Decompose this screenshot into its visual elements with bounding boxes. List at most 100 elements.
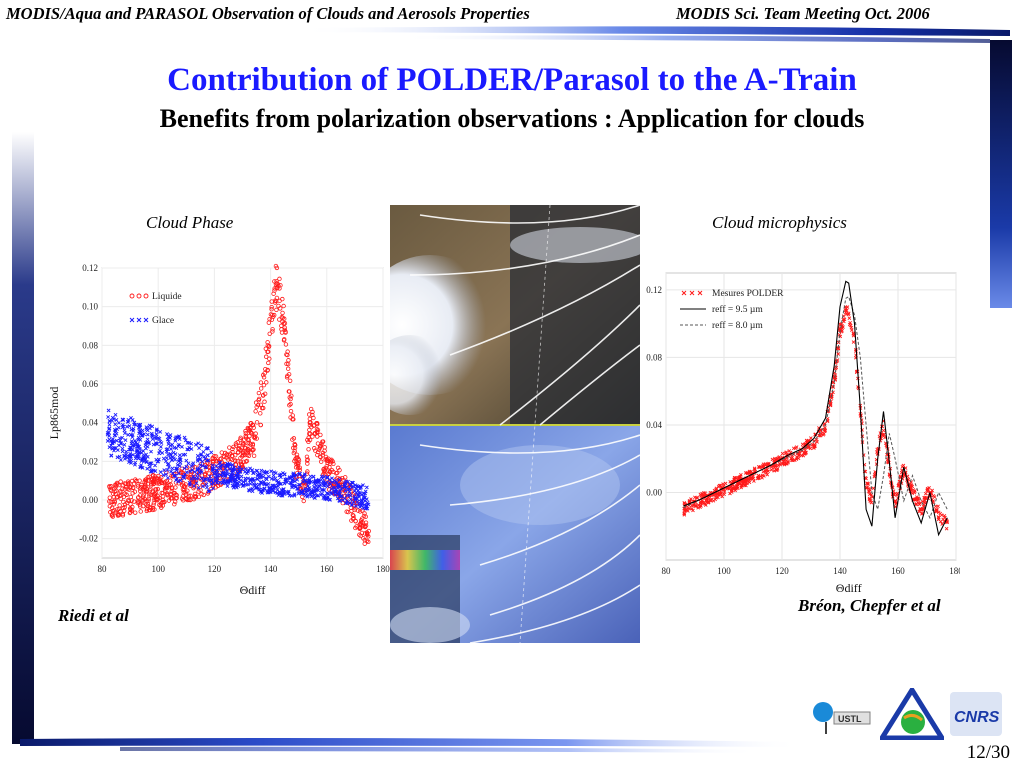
glace-point xyxy=(193,442,198,447)
liquide-point xyxy=(256,390,262,396)
legend-marker xyxy=(136,317,142,323)
liquide-point xyxy=(290,437,295,442)
y-tick-label: 0.04 xyxy=(82,418,98,428)
glace-point xyxy=(145,437,150,442)
glace-point xyxy=(291,471,296,476)
glace-point xyxy=(332,485,337,490)
glace-point xyxy=(344,485,349,490)
y-tick-label: 0.08 xyxy=(646,352,662,362)
liquide-point xyxy=(181,490,186,495)
mesures-point xyxy=(772,469,777,473)
glace-point xyxy=(264,470,269,475)
glace-point xyxy=(140,428,145,433)
mesures-point xyxy=(718,483,723,488)
glace-point xyxy=(149,449,153,454)
liquide-point xyxy=(168,482,173,487)
liquide-point xyxy=(279,330,285,335)
glace-point xyxy=(111,437,115,442)
liquide-point xyxy=(267,331,272,336)
glace-point xyxy=(116,420,121,425)
glace-point xyxy=(312,484,316,489)
glace-point xyxy=(362,502,367,507)
glace-point xyxy=(196,441,201,446)
mesures-point xyxy=(805,441,810,446)
glace-point xyxy=(172,473,176,478)
mesures-point xyxy=(713,497,717,502)
liquide-point xyxy=(290,445,296,451)
glace-point xyxy=(127,447,132,452)
glace-point xyxy=(250,486,255,491)
glace-point xyxy=(136,422,141,427)
liquide-point xyxy=(120,483,126,488)
liquide-point xyxy=(153,487,159,492)
glace-point xyxy=(343,488,348,493)
liquide-point xyxy=(135,498,141,504)
glace-point xyxy=(283,477,288,482)
mesures-point xyxy=(765,472,770,477)
glace-point xyxy=(120,417,125,422)
liquide-point xyxy=(107,499,112,504)
glace-point xyxy=(199,443,204,448)
glace-point xyxy=(202,454,207,459)
glace-point xyxy=(206,489,211,494)
liquide-point xyxy=(357,509,363,514)
glace-point xyxy=(184,470,189,475)
glace-point xyxy=(131,426,136,431)
mesures-point xyxy=(922,495,927,500)
liquide-point xyxy=(210,456,215,461)
liquide-point xyxy=(306,447,311,452)
liquide-point xyxy=(344,509,349,514)
legend-marker xyxy=(136,293,142,299)
glace-point xyxy=(250,468,255,472)
glace-point xyxy=(149,461,154,466)
glace-point xyxy=(305,494,310,499)
glace-point xyxy=(221,478,226,483)
glace-point xyxy=(154,441,159,446)
glace-point xyxy=(225,484,230,489)
y-tick-label: 0.02 xyxy=(82,456,98,466)
liquide-point xyxy=(152,497,157,502)
glace-point xyxy=(122,456,127,461)
glace-point xyxy=(158,470,163,475)
liquide-point xyxy=(144,502,149,507)
liquide-point xyxy=(168,491,174,497)
glace-point xyxy=(316,493,320,498)
legend-label: Liquide xyxy=(152,292,182,302)
mesures-point xyxy=(822,429,827,434)
mesures-point xyxy=(769,467,774,472)
glace-point xyxy=(287,493,292,498)
liquide-point xyxy=(248,442,253,447)
glace-point xyxy=(176,471,181,476)
glace-point xyxy=(255,468,260,473)
mesures-point xyxy=(844,306,848,311)
glace-point xyxy=(364,485,369,490)
mesures-point xyxy=(847,316,852,321)
glace-point xyxy=(279,492,284,497)
liquide-point xyxy=(191,496,197,502)
glace-point xyxy=(124,449,129,454)
glace-point xyxy=(213,475,218,480)
liquide-point xyxy=(318,459,324,464)
mesures-point xyxy=(917,509,921,514)
liquide-point xyxy=(125,481,131,486)
liquide-point xyxy=(130,485,136,490)
liquide-point xyxy=(112,489,117,494)
x-tick-label: 140 xyxy=(264,564,278,574)
liquide-point xyxy=(318,432,323,438)
liquide-point xyxy=(241,441,246,447)
glace-point xyxy=(136,445,140,450)
liquide-point xyxy=(150,472,156,478)
liquide-point xyxy=(117,503,122,508)
glace-point xyxy=(279,488,284,492)
liquide-point xyxy=(201,492,206,498)
liquide-point xyxy=(262,399,267,404)
liquide-point xyxy=(258,380,264,385)
liquide-point xyxy=(258,386,264,391)
glace-point xyxy=(181,474,186,479)
liquide-point xyxy=(240,440,246,446)
y-tick-label: 0.08 xyxy=(82,340,98,350)
liquide-point xyxy=(365,531,370,536)
cnrs-logo: CNRS xyxy=(950,692,1002,736)
glace-point xyxy=(218,480,222,485)
glace-point xyxy=(352,496,357,501)
